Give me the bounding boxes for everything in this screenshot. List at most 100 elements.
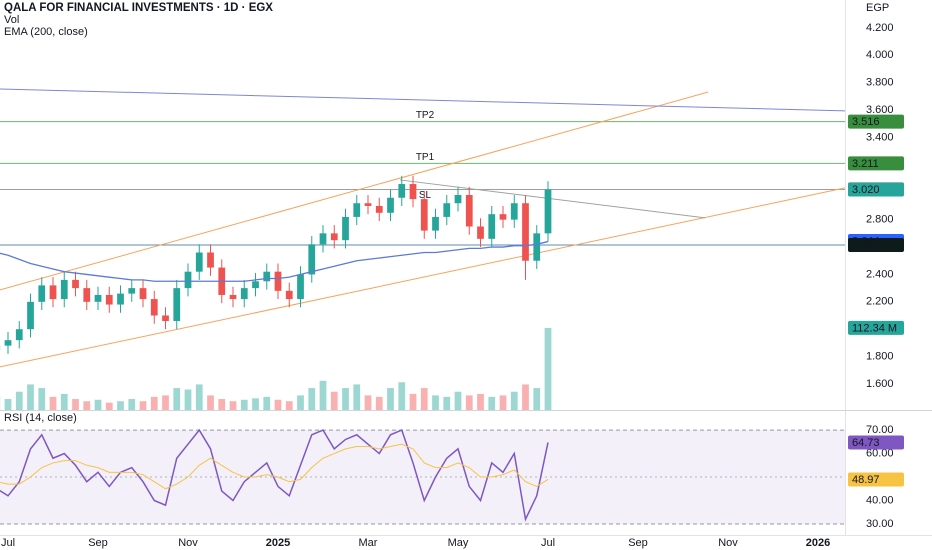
volume-bar xyxy=(4,399,12,410)
volume-bar xyxy=(522,384,529,410)
price-tag: 3.516 xyxy=(852,116,880,128)
volume-bar xyxy=(263,396,271,410)
level-label: SL xyxy=(419,190,432,201)
candle-body xyxy=(353,203,361,217)
rsi-line xyxy=(0,428,549,522)
candle-body xyxy=(15,329,23,341)
candle-body xyxy=(443,203,451,217)
y-tick-label: 3.400 xyxy=(866,131,894,143)
volume-bar xyxy=(432,395,439,410)
candle-body xyxy=(139,288,147,300)
volume-bar xyxy=(60,393,68,410)
price-tag-bg xyxy=(848,156,904,171)
price-tag: 3.020 xyxy=(852,184,880,196)
x-tick-label: Jul xyxy=(541,537,555,549)
x-tick-label: Sep xyxy=(628,537,648,549)
trendline xyxy=(399,179,706,219)
candle-body xyxy=(398,184,406,198)
candle-body xyxy=(195,252,203,272)
volume-bar xyxy=(375,396,383,410)
candle-body xyxy=(117,293,124,305)
volume-bar xyxy=(252,398,259,410)
candle-body xyxy=(128,288,136,294)
volume-bar xyxy=(72,399,79,410)
volume-bar xyxy=(477,393,484,410)
candle-body xyxy=(499,214,507,220)
y-tick-label: 1.600 xyxy=(866,378,894,390)
volume-bar xyxy=(83,401,91,410)
candle-body xyxy=(308,244,316,275)
candle-body xyxy=(162,315,169,321)
volume-bar xyxy=(218,399,226,410)
candle-body xyxy=(297,274,304,300)
candle-body xyxy=(38,285,46,302)
y-tick-label: 3.800 xyxy=(866,77,894,89)
volume-bar xyxy=(420,388,428,410)
candle-body xyxy=(420,199,428,231)
y-tick-label: 3.600 xyxy=(866,104,894,116)
candle-body xyxy=(285,290,293,300)
x-tick-label: 2025 xyxy=(266,537,290,549)
candle-body xyxy=(533,233,541,261)
volume-bar xyxy=(544,327,552,410)
volume-bar xyxy=(465,395,473,410)
price-tag-bg xyxy=(848,237,904,252)
volume-bar xyxy=(162,395,169,410)
volume-bar xyxy=(387,388,394,410)
y-tick-label: 2.800 xyxy=(866,214,894,226)
volume-bar xyxy=(353,384,361,410)
volume-bar xyxy=(364,395,372,410)
x-tick-label: Mar xyxy=(359,537,378,549)
ema-legend: EMA (200, close) xyxy=(4,26,88,38)
candle-body xyxy=(184,271,192,289)
volume-bar xyxy=(207,395,214,410)
rsi-tick-label: 60.00 xyxy=(866,447,894,459)
x-tick-label: Jul xyxy=(1,537,15,549)
y-tick-label: 4.000 xyxy=(866,49,894,61)
candle-body xyxy=(454,195,462,204)
level-label: TP1 xyxy=(416,152,435,163)
x-tick-label: Sep xyxy=(88,537,108,549)
volume-bar xyxy=(94,399,102,410)
volume-bar xyxy=(117,401,124,410)
rsi-tick-label: 70.00 xyxy=(866,424,894,436)
rsi-tag-bg xyxy=(848,435,904,450)
volume-bar xyxy=(308,388,316,410)
volume-bar xyxy=(319,380,327,410)
x-tick-label: 2026 xyxy=(806,537,830,549)
volume-bar xyxy=(409,393,417,410)
level-label: TP2 xyxy=(416,110,435,121)
candle-body xyxy=(330,233,338,241)
rsi-tag: 64.73 xyxy=(852,437,880,449)
candle-body xyxy=(49,285,57,300)
candle-body xyxy=(173,288,181,321)
volume-bar xyxy=(105,402,113,410)
volume-bar xyxy=(398,382,406,410)
x-tick-label: Nov xyxy=(178,537,198,549)
volume-bar xyxy=(297,395,304,410)
volume-bar xyxy=(443,396,451,410)
candle-body xyxy=(319,233,327,245)
candle-body xyxy=(522,203,529,261)
volume-bar xyxy=(533,388,541,410)
volume-bar xyxy=(510,391,518,410)
volume-bar xyxy=(15,391,23,410)
candle-body xyxy=(4,340,12,346)
y-tick-label: 4.200 xyxy=(866,22,894,34)
volume-legend: Vol xyxy=(4,14,19,26)
candle-body xyxy=(364,203,372,206)
candle-body xyxy=(94,294,102,302)
price-tag: 2.615 xyxy=(852,239,880,251)
currency-label: EGP xyxy=(866,2,889,14)
candle-body xyxy=(488,214,496,239)
candle-body xyxy=(60,279,68,300)
candle-body xyxy=(150,299,158,316)
candle-body xyxy=(72,279,79,289)
candle-body xyxy=(387,197,394,213)
candle-body xyxy=(477,226,484,239)
rsi-line xyxy=(0,443,549,490)
volume-bar xyxy=(229,401,237,410)
volume-tag-bg xyxy=(848,320,904,335)
candle-body xyxy=(342,216,349,241)
